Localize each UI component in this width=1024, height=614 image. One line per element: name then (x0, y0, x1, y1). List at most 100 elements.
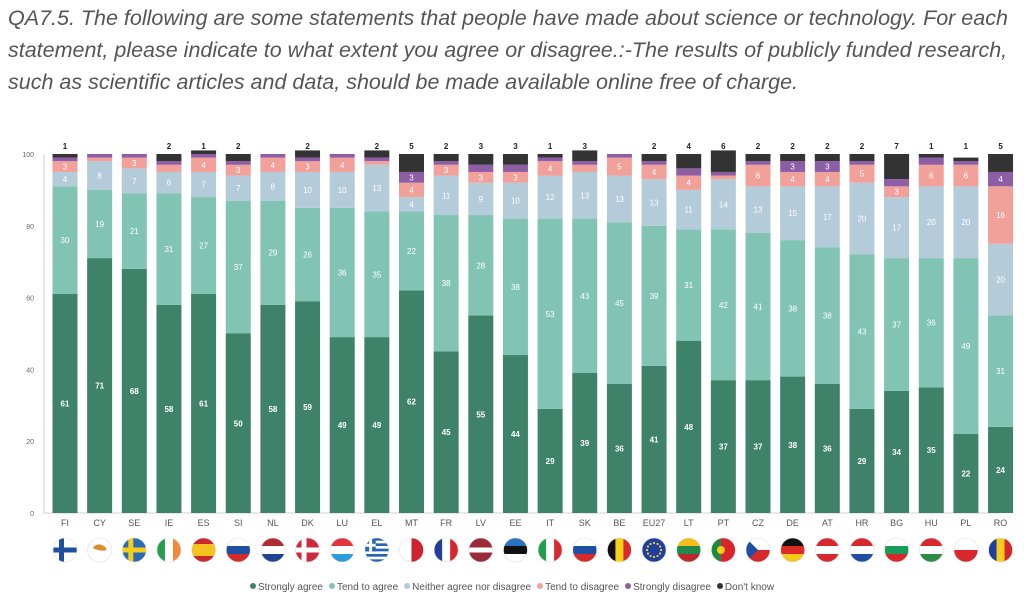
y-tick-label: 0 (30, 511, 34, 518)
data-label: 20 (996, 276, 1005, 285)
bar-segment (156, 164, 182, 172)
data-label: 31 (164, 245, 173, 254)
data-label: 16 (996, 211, 1005, 220)
bar-segment (468, 154, 494, 165)
x-tick-label: LV (476, 518, 486, 528)
data-label: 7 (236, 184, 241, 193)
bar-segment (121, 154, 147, 158)
bar-segment (87, 154, 113, 158)
data-label: 22 (961, 470, 970, 479)
flag-fr-icon (433, 537, 459, 563)
flag-be-icon (607, 537, 632, 563)
bar-segment (329, 154, 355, 158)
data-label: 3 (479, 142, 484, 151)
data-label: 38 (788, 441, 797, 450)
bar-segment (710, 175, 736, 180)
y-tick-label: 100 (22, 152, 34, 159)
bar-segment (502, 164, 528, 172)
flag-cy-icon (87, 537, 112, 563)
data-label: 30 (61, 236, 70, 245)
data-label: 8 (271, 182, 276, 191)
flag-el-icon (364, 537, 390, 563)
data-label: 36 (615, 444, 624, 453)
bar-segment (572, 150, 598, 162)
legend-swatch-icon (716, 583, 723, 590)
data-label: 2 (790, 142, 795, 151)
bar-segment (225, 333, 251, 513)
legend-label: Tend to agree (336, 582, 399, 593)
bar-segment (606, 383, 632, 513)
bar-segment (225, 154, 251, 162)
data-label: 58 (268, 405, 277, 414)
bar-segment (676, 340, 702, 513)
bar-segment (953, 186, 979, 259)
bar-segment (953, 157, 979, 162)
data-label: 31 (996, 367, 1005, 376)
data-label: 8 (97, 172, 102, 181)
x-tick-label: SK (579, 518, 591, 528)
data-label: 2 (825, 142, 830, 151)
data-label: 36 (338, 268, 347, 277)
data-label: 2 (444, 142, 449, 151)
data-label: 4 (790, 175, 795, 184)
legend-swatch-icon (404, 583, 411, 590)
data-label: 2 (652, 142, 657, 151)
flag-at-icon (814, 537, 840, 563)
bar-segment (121, 168, 147, 194)
bar-segment (433, 164, 459, 176)
bar-segment (918, 154, 944, 158)
data-label: 61 (199, 400, 208, 409)
data-label: 7 (201, 181, 206, 190)
bar-segment (468, 215, 494, 316)
x-tick-label: HU (925, 518, 938, 528)
bar-segment (87, 161, 113, 190)
bar-segment (156, 193, 182, 305)
bar-segment (468, 182, 494, 216)
data-label: 39 (650, 292, 659, 301)
x-tick-label: NL (267, 518, 279, 528)
bar-segment (52, 161, 78, 172)
bar-segment (364, 164, 390, 212)
bar-segment (468, 164, 494, 172)
data-label: 45 (442, 428, 451, 437)
x-tick-label: DE (786, 518, 799, 528)
bar-segment (537, 161, 563, 176)
x-tick-label: EU27 (643, 518, 666, 528)
data-label: 6 (167, 179, 172, 188)
bar-segment (814, 154, 840, 162)
bar-segment (780, 161, 806, 172)
data-label: 44 (511, 430, 520, 439)
data-label: 13 (615, 195, 624, 204)
flag-cz-icon (745, 537, 771, 563)
x-tick-label: EL (371, 518, 382, 528)
bar-segment (260, 171, 286, 201)
data-label: 31 (684, 281, 693, 290)
bar-segment (52, 157, 78, 162)
bar-segment (745, 154, 771, 162)
x-tick-label: CY (93, 518, 106, 528)
x-tick-label: BG (890, 518, 903, 528)
x-tick-label: DK (301, 518, 314, 528)
bar-segment (121, 157, 147, 169)
data-label: 3 (825, 163, 830, 172)
data-label: 3 (479, 173, 484, 182)
bar-segment (988, 186, 1014, 244)
data-label: 3 (236, 166, 241, 175)
bar-segment (329, 337, 355, 513)
bar-segment (295, 207, 321, 302)
data-label: 37 (234, 263, 243, 272)
flag-lt-icon (676, 537, 702, 563)
legend-label: Strongly agree (257, 582, 323, 593)
flag-pt-icon (711, 537, 736, 563)
flag-de-icon (780, 537, 805, 563)
bar-segment (468, 171, 494, 183)
bar-segment (884, 179, 910, 187)
flag-lu-icon (329, 537, 355, 563)
bar-segment (260, 154, 286, 158)
data-label: 29 (857, 457, 866, 466)
x-tick-label: PT (718, 518, 730, 528)
bar-segment (780, 186, 806, 241)
data-label: 19 (95, 220, 104, 229)
bar-segment (433, 154, 459, 162)
legend-label: Neither agree nor disagree (412, 582, 532, 593)
